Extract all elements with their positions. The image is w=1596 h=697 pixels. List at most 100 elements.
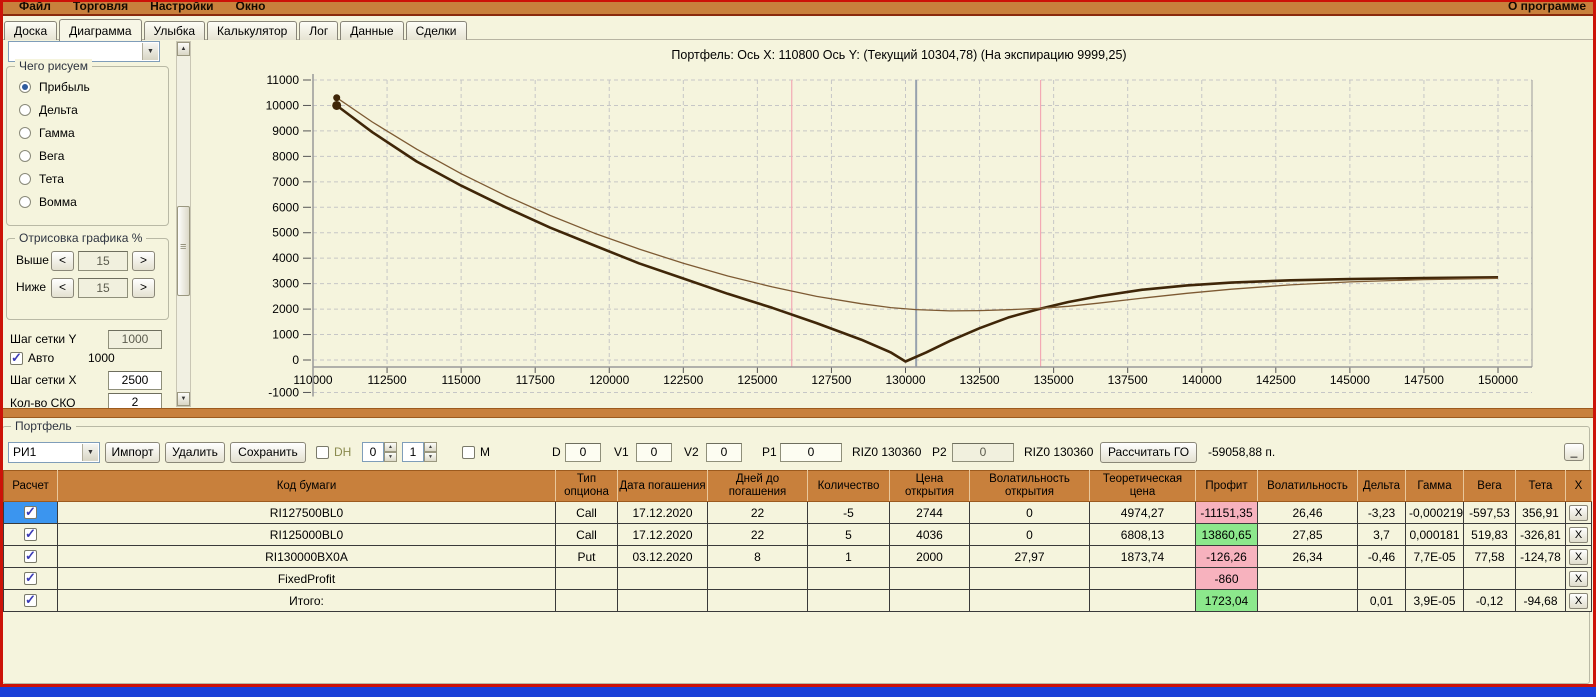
scroll-down-icon[interactable]: ▼ (177, 392, 190, 406)
column-header[interactable]: Дней до погашения (707, 469, 808, 503)
calc-checkbox-cell[interactable] (3, 545, 58, 569)
column-header[interactable]: Дата погашения (617, 469, 708, 503)
column-header[interactable]: Расчет (3, 469, 58, 503)
grid-y-input[interactable]: 1000 (108, 330, 162, 349)
calc-checkbox[interactable] (24, 548, 37, 564)
cell-theo: 1873,74 (1089, 545, 1196, 569)
radio-Вега[interactable] (19, 150, 31, 162)
calc-checkbox-cell[interactable] (3, 501, 58, 525)
dh-spinner-1-value[interactable]: 0 (362, 442, 384, 462)
scroll-up-icon[interactable]: ▲ (177, 42, 190, 56)
remove-row-button[interactable]: X (1569, 592, 1588, 609)
svg-text:145000: 145000 (1330, 373, 1370, 387)
p1-field[interactable]: 0 (780, 443, 842, 462)
calc-checkbox[interactable] (24, 504, 37, 520)
dh-checkbox[interactable] (316, 446, 329, 459)
v1-field[interactable]: 0 (636, 443, 672, 462)
spin-down-icon[interactable]: ▼ (424, 452, 437, 462)
column-header[interactable]: Количество (807, 469, 890, 503)
cell-profit: -126,26 (1195, 545, 1258, 569)
column-header[interactable]: Вега (1463, 469, 1516, 503)
remove-row-cell: X (1565, 523, 1592, 547)
menu-item[interactable]: Окно (235, 0, 266, 13)
column-header[interactable]: X (1565, 469, 1592, 503)
svg-text:11000: 11000 (267, 73, 300, 87)
decrease-button[interactable]: < (51, 251, 74, 271)
sidebar-scrollbar[interactable]: ▲ ▼ (176, 41, 191, 407)
menu-item[interactable]: Торговля (72, 0, 129, 13)
portfolio-combobox[interactable]: РИ1 ▼ (8, 442, 100, 463)
scrollbar-thumb[interactable] (177, 206, 190, 296)
profit-chart[interactable]: 1100010000900080007000600050004000300020… (210, 64, 1588, 406)
decrease-button[interactable]: < (51, 278, 74, 298)
svg-text:0: 0 (292, 353, 299, 367)
column-header[interactable]: Тета (1515, 469, 1566, 503)
tab-Доска[interactable]: Доска (4, 21, 58, 40)
radio-Вомма[interactable] (19, 196, 31, 208)
remove-row-button[interactable]: X (1569, 570, 1588, 587)
spin-down-icon[interactable]: ▼ (384, 452, 397, 462)
cell-code: RI127500BL0 (57, 501, 556, 525)
remove-row-button[interactable]: X (1569, 548, 1588, 565)
menu-item-about[interactable]: О программе (1507, 0, 1586, 13)
column-header[interactable]: Профит (1195, 469, 1258, 503)
tab-Улыбка[interactable]: Улыбка (143, 21, 206, 40)
d-field[interactable]: 0 (565, 443, 601, 462)
calc-checkbox-cell[interactable] (3, 589, 58, 613)
svg-text:125000: 125000 (737, 373, 777, 387)
dh-spinner-2[interactable]: 1 ▲ ▼ (402, 442, 438, 462)
calc-checkbox-cell[interactable] (3, 523, 58, 547)
calc-checkbox[interactable] (24, 592, 37, 608)
increase-button[interactable]: > (132, 278, 155, 298)
cell-code: Итого: (57, 589, 556, 613)
calc-checkbox[interactable] (24, 570, 37, 586)
save-button[interactable]: Сохранить (230, 442, 306, 463)
auto-checkbox[interactable] (10, 350, 23, 366)
calc-go-button[interactable]: Рассчитать ГО (1100, 442, 1197, 463)
column-header[interactable]: Код бумаги (57, 469, 556, 503)
chevron-down-icon[interactable]: ▼ (82, 444, 98, 461)
radio-Тета[interactable] (19, 173, 31, 185)
grid-x-input[interactable]: 2500 (108, 371, 162, 390)
spin-up-icon[interactable]: ▲ (424, 442, 437, 452)
column-header[interactable]: Волатильность открытия (969, 469, 1090, 503)
radio-Гамма[interactable] (19, 127, 31, 139)
cell-theo (1089, 567, 1196, 591)
radio-Прибыль[interactable] (19, 81, 31, 93)
go-value: -59058,88 п. (1208, 445, 1276, 459)
column-header[interactable]: Дельта (1357, 469, 1406, 503)
tab-Лог[interactable]: Лог (299, 21, 339, 40)
delete-button[interactable]: Удалить (165, 442, 225, 463)
column-header[interactable]: Гамма (1405, 469, 1464, 503)
cell-profit: 13860,65 (1195, 523, 1258, 547)
tab-Диаграмма[interactable]: Диаграмма (59, 19, 142, 41)
spin-up-icon[interactable]: ▲ (384, 442, 397, 452)
m-checkbox[interactable] (462, 446, 475, 459)
menu-item[interactable]: Настройки (150, 0, 214, 13)
radio-Дельта[interactable] (19, 104, 31, 116)
p2-field[interactable]: 0 (952, 443, 1014, 462)
tab-Данные[interactable]: Данные (340, 21, 404, 40)
dh-spinner-2-value[interactable]: 1 (402, 442, 424, 462)
chevron-down-icon[interactable]: ▼ (142, 43, 158, 60)
v2-field[interactable]: 0 (706, 443, 742, 462)
collapse-button[interactable]: _ (1564, 443, 1584, 461)
column-header[interactable]: Тип опциона (555, 469, 618, 503)
menu-items: Файл Торговля Настройки Окно (8, 0, 276, 13)
remove-row-button[interactable]: X (1569, 526, 1588, 543)
calc-checkbox[interactable] (24, 526, 37, 542)
increase-button[interactable]: > (132, 251, 155, 271)
svg-text:127500: 127500 (811, 373, 851, 387)
column-header[interactable]: Теоретическая цена (1089, 469, 1196, 503)
calc-checkbox-cell[interactable] (3, 567, 58, 591)
menu-item[interactable]: Файл (19, 0, 51, 13)
cell-theo (1089, 589, 1196, 613)
column-header[interactable]: Волатильность (1257, 469, 1358, 503)
tab-Калькулятор[interactable]: Калькулятор (207, 21, 298, 40)
tab-Сделки[interactable]: Сделки (405, 21, 467, 40)
column-header[interactable]: Цена открытия (889, 469, 970, 503)
remove-row-button[interactable]: X (1569, 504, 1588, 521)
pane-splitter[interactable] (0, 408, 1596, 418)
dh-spinner-1[interactable]: 0 ▲ ▼ (362, 442, 398, 462)
import-button[interactable]: Импорт (105, 442, 160, 463)
